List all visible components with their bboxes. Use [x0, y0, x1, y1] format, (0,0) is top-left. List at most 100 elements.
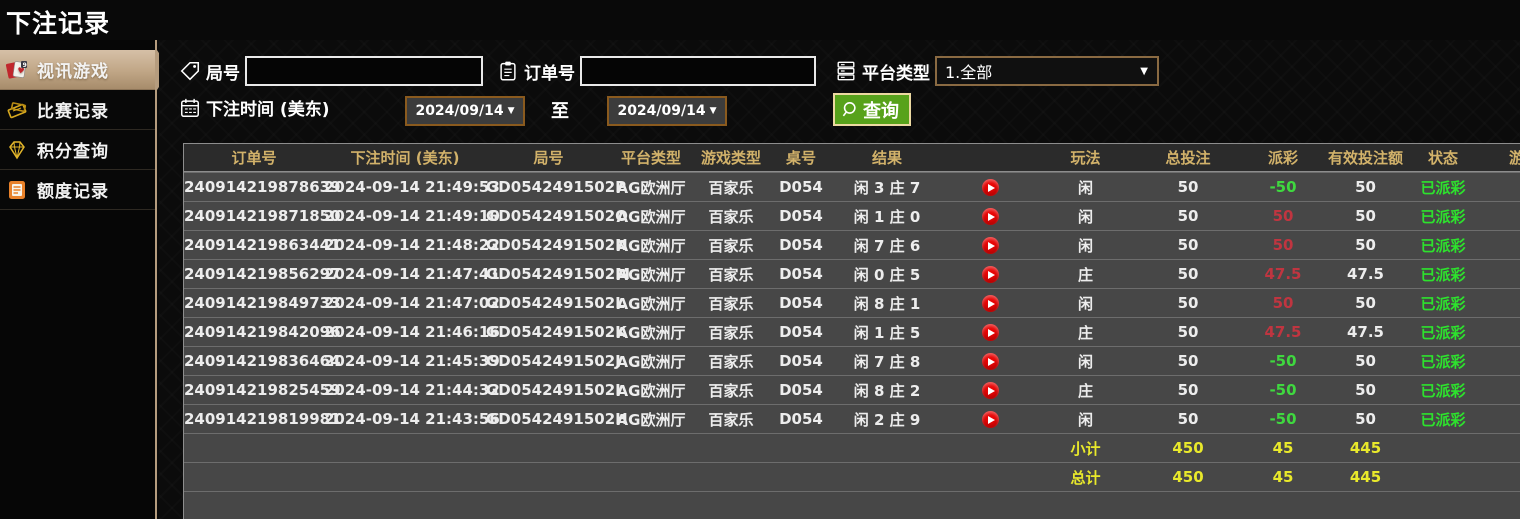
- cell-result: 闲 8 庄 2: [853, 381, 921, 400]
- cell-replay: [943, 265, 1038, 284]
- table-body: 240914219878639 2024-09-14 21:49:53 GD05…: [184, 172, 1520, 433]
- cell-payout: 47.5: [1264, 323, 1302, 341]
- cell-status: 已派彩: [1420, 294, 1466, 313]
- round-no-input[interactable]: [245, 56, 483, 86]
- total-valid-bet: 445: [1349, 468, 1382, 486]
- total-label: 总计: [1070, 468, 1101, 487]
- cell-game-type: 百家乐: [708, 236, 754, 255]
- play-replay-button[interactable]: [982, 382, 999, 400]
- cell-payout: -50: [1269, 410, 1297, 428]
- cards-icon: ♥ 9: [5, 58, 29, 82]
- cell-order-id: 240914219825459: [184, 381, 341, 399]
- total-total-bet: 450: [1172, 468, 1204, 486]
- cell-result: 闲 7 庄 6: [853, 236, 921, 255]
- svg-text:♥: ♥: [17, 65, 26, 75]
- col-header-total-bet: 总投注: [1165, 149, 1211, 167]
- cell-game-type: 百家乐: [708, 352, 754, 371]
- cell-result: 闲 0 庄 5: [853, 265, 921, 284]
- col-header-bet-side: 玩法: [1070, 149, 1101, 167]
- total-payout: 45: [1272, 468, 1294, 486]
- cell-bet-side: 闲: [1077, 294, 1093, 313]
- sidebar-item-match-records[interactable]: 比赛记录: [0, 90, 155, 130]
- platform-type-select[interactable]: 1.全部 ▼: [935, 56, 1159, 86]
- calendar-icon: [179, 97, 201, 119]
- cell-payout: 47.5: [1264, 265, 1302, 283]
- cell-status: 已派彩: [1420, 236, 1466, 255]
- table-header-row: 订单号 下注时间 (美东) 局号 平台类型 游戏类型 桌号 结果 玩法 总投注 …: [184, 144, 1520, 172]
- cell-result: 闲 8 庄 1: [853, 294, 921, 313]
- cell-total-bet: 50: [1177, 178, 1199, 196]
- cell-bet-side: 闲: [1077, 410, 1093, 429]
- table-row: 240914219842096 2024-09-14 21:46:16 GD05…: [184, 317, 1520, 346]
- cell-order-id: 240914219863441: [184, 236, 341, 254]
- cell-order-id: 240914219871850: [184, 207, 341, 225]
- server-stack-icon: [835, 60, 857, 82]
- sidebar: ♥ 9 视讯游戏 比赛记录: [0, 40, 170, 519]
- total-row: 总计 450 45 445: [184, 462, 1520, 491]
- order-no-input[interactable]: [580, 56, 816, 86]
- cell-total-bet: 50: [1177, 207, 1199, 225]
- date-from-picker[interactable]: 2024/09/14 ▼: [405, 96, 525, 126]
- col-header-valid-bet: 有效投注额: [1327, 149, 1403, 167]
- play-replay-button[interactable]: [982, 295, 999, 313]
- sidebar-item-label: 比赛记录: [37, 102, 109, 122]
- sidebar-item-points-query[interactable]: 积分查询: [0, 130, 155, 170]
- table-row: 240914219863441 2024-09-14 21:48:22 GD05…: [184, 230, 1520, 259]
- table-row: 240914219836464 2024-09-14 21:45:39 GD05…: [184, 346, 1520, 375]
- col-header-result: 结果: [871, 149, 902, 167]
- play-replay-button[interactable]: [982, 208, 999, 226]
- cell-status: 已派彩: [1420, 410, 1466, 429]
- cell-game-type: 百家乐: [708, 381, 754, 400]
- cell-total-bet: 50: [1177, 352, 1199, 370]
- search-button[interactable]: 查询: [833, 93, 911, 126]
- sidebar-item-quota-records[interactable]: 额度记录: [0, 170, 155, 210]
- table-row: 240914219825459 2024-09-14 21:44:32 GD05…: [184, 375, 1520, 404]
- cell-platform: AG欧洲厅: [616, 265, 686, 284]
- records-table: 订单号 下注时间 (美东) 局号 平台类型 游戏类型 桌号 结果 玩法 总投注 …: [183, 143, 1520, 519]
- search-icon: [841, 100, 860, 119]
- main-content: 局号 订单号 平台类型: [159, 40, 1520, 519]
- document-icon: [5, 178, 29, 202]
- cell-game-type: 百家乐: [708, 207, 754, 226]
- cell-platform: AG欧洲厅: [616, 294, 686, 313]
- cell-bet-side: 闲: [1077, 207, 1093, 226]
- col-header-payout: 派彩: [1267, 149, 1298, 167]
- cell-bet-side: 闲: [1077, 178, 1093, 197]
- svg-text:9: 9: [23, 61, 28, 68]
- table-row: 240914219856297 2024-09-14 21:47:41 GD05…: [184, 259, 1520, 288]
- cell-game-type: 百家乐: [708, 178, 754, 197]
- cell-status: 已派彩: [1420, 352, 1466, 371]
- table-row: 240914219871850 2024-09-14 21:49:10 GD05…: [184, 201, 1520, 230]
- cell-bet-side: 闲: [1077, 236, 1093, 255]
- chevron-down-icon: ▼: [1140, 65, 1148, 77]
- cell-bet-time: 2024-09-14 21:47:02: [324, 294, 500, 312]
- ticket-icon: [5, 98, 29, 122]
- cell-valid-bet: 50: [1355, 381, 1376, 399]
- play-replay-button[interactable]: [982, 266, 999, 284]
- cell-status: 已派彩: [1420, 265, 1466, 284]
- sidebar-item-video-games[interactable]: ♥ 9 视讯游戏: [0, 50, 170, 90]
- chevron-down-icon: ▼: [709, 106, 717, 116]
- play-replay-button[interactable]: [982, 324, 999, 342]
- cell-payout: -50: [1269, 178, 1297, 196]
- play-replay-button[interactable]: [982, 353, 999, 371]
- cell-total-bet: 50: [1177, 410, 1199, 428]
- cell-replay: [943, 294, 1038, 313]
- col-header-game: 游戏: [1508, 149, 1520, 167]
- date-from-value: 2024/09/14: [415, 103, 504, 119]
- cell-platform: AG欧洲厅: [616, 410, 686, 429]
- cell-platform: AG欧洲厅: [616, 352, 686, 371]
- play-replay-button[interactable]: [982, 411, 999, 429]
- play-replay-button[interactable]: [982, 237, 999, 255]
- play-replay-button[interactable]: [982, 179, 999, 197]
- date-to-picker[interactable]: 2024/09/14 ▼: [607, 96, 727, 126]
- cell-total-bet: 50: [1177, 265, 1199, 283]
- cell-table-no: D054: [779, 410, 823, 428]
- cell-replay: [943, 352, 1038, 371]
- cell-replay: [943, 178, 1038, 197]
- cell-table-no: D054: [779, 381, 823, 399]
- empty-row: [184, 491, 1520, 519]
- cell-replay: [943, 207, 1038, 226]
- cell-table-no: D054: [779, 352, 823, 370]
